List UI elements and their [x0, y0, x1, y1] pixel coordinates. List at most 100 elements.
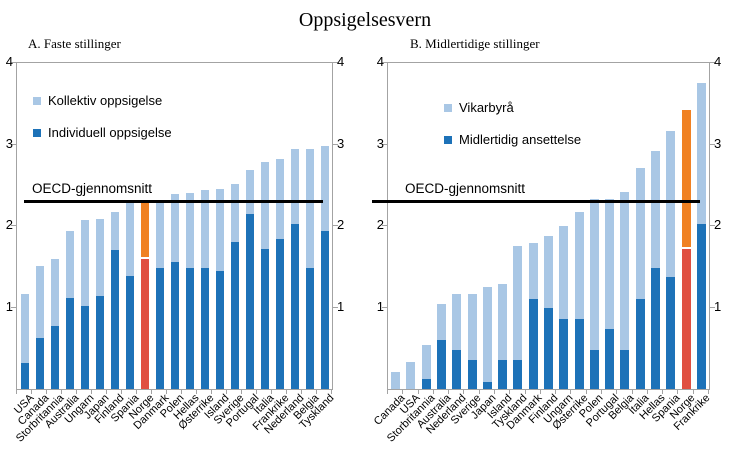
bar-polen: [589, 199, 599, 389]
bar-australia: [437, 304, 446, 389]
bar-segment-individuell-oppsigelse: [200, 267, 209, 389]
bar-danmark: [155, 199, 164, 389]
bar-segment-kollektiv-oppsigelse: [170, 194, 179, 262]
bar-segment-individuell-oppsigelse: [275, 239, 284, 389]
bar-segment-vikarbyra: [574, 212, 584, 319]
bar-segment-kollektiv-oppsigelse: [260, 161, 269, 249]
panel-b-title: B. Midlertidige stillinger: [410, 36, 540, 51]
oecd-average-label: OECD-gjennomsnitt: [32, 181, 153, 197]
bar-belgia: [305, 148, 314, 389]
bar-segment-individuell-oppsigelse: [50, 326, 59, 389]
bar-belgia: [620, 191, 630, 389]
bar-segment-individuell-oppsigelse: [110, 249, 119, 389]
x-axis-tick: [61, 390, 62, 394]
bar-segment-midlertidig-ansettelse: [605, 328, 615, 389]
x-axis-tick: [402, 390, 404, 394]
bar-segment-vikarbyra: [544, 235, 553, 309]
bar-ungarn: [80, 220, 89, 389]
x-axis-tick: [662, 390, 664, 394]
x-axis-tick: [301, 390, 302, 394]
y-axis-label: 2: [5, 217, 13, 232]
y-axis-label: 1: [714, 298, 722, 314]
bar-finland: [544, 235, 553, 389]
oecd-average-label: OECD-gjennomsnitt: [405, 181, 526, 197]
x-axis-tick: [692, 390, 694, 394]
panel-a-plot-area: [16, 62, 333, 390]
bar-segment-vikarbyra: [391, 371, 401, 389]
y-axis-tick: [382, 225, 387, 226]
bar-segment-midlertidig-ansettelse: [559, 318, 569, 389]
y-axis-label: 1: [337, 298, 345, 314]
bar-segment-kollektiv-oppsigelse: [140, 200, 149, 257]
bar-østerrike: [200, 190, 209, 389]
bar-segment-individuell-oppsigelse: [170, 261, 179, 389]
bar-spania: [666, 130, 676, 389]
bar-segment-kollektiv-oppsigelse: [185, 192, 194, 269]
x-axis-tick: [417, 390, 419, 394]
bar-segment-midlertidig-ansettelse: [528, 299, 538, 389]
bar-spania: [125, 203, 134, 389]
bar-segment-individuell-oppsigelse: [140, 258, 149, 389]
panel-b-plot-area: [387, 62, 710, 390]
legend-label: Individuell oppsigelse: [48, 125, 172, 140]
x-axis-tick: [570, 390, 572, 394]
bar-danmark: [528, 243, 538, 389]
bar-australia: [65, 230, 74, 389]
bar-segment-kollektiv-oppsigelse: [275, 159, 284, 240]
bar-portugal: [605, 199, 615, 389]
bar-finland: [110, 212, 119, 389]
x-axis-tick: [271, 390, 272, 394]
bar-segment-midlertidig-ansettelse: [696, 224, 706, 389]
legend: Kollektiv oppsigelse Individuell oppsigel…: [33, 93, 172, 157]
bar-segment-vikarbyra: [498, 283, 508, 360]
bar-nederland: [290, 149, 299, 389]
bar-segment-individuell-oppsigelse: [20, 362, 29, 389]
bar-sverige: [467, 293, 477, 389]
y-axis-tick: [333, 306, 338, 308]
bar-segment-midlertidig-ansettelse: [666, 277, 676, 389]
bar-storbritannia: [421, 345, 431, 389]
bar-segment-kollektiv-oppsigelse: [245, 169, 254, 214]
y-axis-label: 4: [376, 54, 384, 69]
y-axis-label: 3: [376, 135, 384, 151]
y-axis-label: 3: [5, 135, 13, 151]
bar-segment-vikarbyra: [437, 304, 446, 341]
bar-segment-kollektiv-oppsigelse: [320, 146, 329, 231]
bar-segment-kollektiv-oppsigelse: [125, 203, 134, 276]
bar-segment-individuell-oppsigelse: [65, 297, 74, 389]
bar-segment-kollektiv-oppsigelse: [35, 265, 44, 338]
bar-segment-vikarbyra: [681, 110, 691, 247]
bar-segment-midlertidig-ansettelse: [513, 359, 523, 389]
bar-segment-midlertidig-ansettelse: [574, 318, 584, 389]
bar-hellas: [651, 151, 660, 389]
bar-segment-midlertidig-ansettelse: [452, 349, 462, 389]
x-axis-tick: [181, 390, 182, 394]
bar-segment-midlertidig-ansettelse: [544, 308, 553, 389]
bar-norge: [681, 110, 691, 389]
x-axis-tick: [677, 390, 679, 394]
bar-segment-vikarbyra: [559, 226, 569, 319]
y-axis-tick: [710, 306, 715, 308]
bar-nederland: [452, 293, 462, 389]
bar-segment-vikarbyra: [406, 362, 416, 389]
bar-segment-midlertidig-ansettelse: [482, 381, 492, 389]
y-axis-label: 2: [714, 217, 722, 232]
legend-swatch-icon: [33, 96, 41, 105]
bar-japan: [482, 287, 492, 389]
y-axis-label: 4: [337, 54, 345, 69]
y-axis-tick: [710, 62, 715, 63]
panel-a-title: A. Faste stillinger: [28, 36, 121, 51]
bar-island: [498, 283, 508, 389]
bar-segment-individuell-oppsigelse: [260, 248, 269, 389]
bar-italia: [260, 161, 269, 389]
bar-segment-kollektiv-oppsigelse: [305, 148, 314, 268]
chart-title: Oppsigelsesvern: [298, 9, 432, 31]
bar-canada: [391, 371, 401, 389]
x-axis-tick: [91, 390, 92, 394]
x-axis-tick: [196, 390, 197, 394]
bar-portugal: [245, 169, 254, 389]
bar-segment-individuell-oppsigelse: [80, 305, 89, 389]
bar-segment-midlertidig-ansettelse: [467, 359, 477, 389]
legend-swatch-icon: [444, 103, 452, 112]
x-axis-tick: [256, 390, 257, 394]
